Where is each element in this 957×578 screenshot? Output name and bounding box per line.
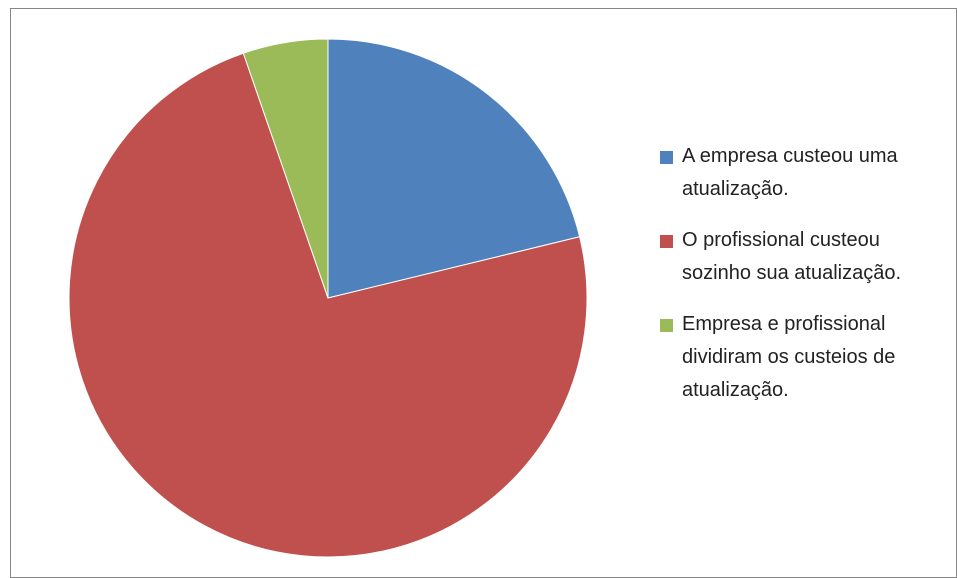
pie <box>68 38 588 558</box>
legend-item: Empresa e profissional dividiram os cust… <box>660 308 950 407</box>
pie-slice <box>68 52 588 558</box>
legend-label: Empresa e profissional dividiram os cust… <box>682 313 896 401</box>
legend-label: O profissional custeou sozinho sua atual… <box>682 229 902 284</box>
legend-item: O profissional custeou sozinho sua atual… <box>660 224 950 290</box>
legend-item: A empresa custeou uma atualização. <box>660 140 950 206</box>
pie-slice <box>242 38 329 299</box>
legend-swatch <box>660 319 673 332</box>
legend-swatch <box>660 235 673 248</box>
legend-swatch <box>660 151 673 164</box>
legend: A empresa custeou uma atualização. O prof… <box>660 140 950 425</box>
pie-slice <box>327 38 581 299</box>
legend-label: A empresa custeou uma atualização. <box>682 145 898 200</box>
